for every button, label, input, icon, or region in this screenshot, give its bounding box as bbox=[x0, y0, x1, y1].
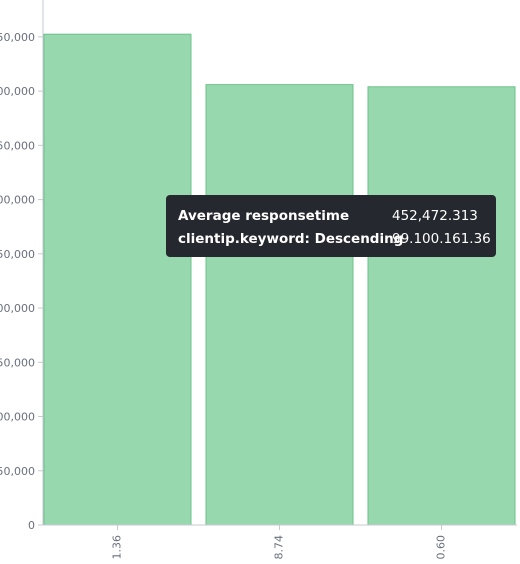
tooltip-row-metric: Average responsetime 452,472.313 bbox=[178, 205, 484, 228]
x-tick-label-0: 61.36 bbox=[111, 535, 124, 559]
y-tick-label-0: 0 bbox=[28, 519, 35, 532]
chart-tooltip: Average responsetime 452,472.313 clienti… bbox=[166, 195, 496, 257]
y-tick-label-7: 350,000 bbox=[0, 139, 35, 152]
tooltip-metric-value: 452,472.313 bbox=[392, 208, 478, 224]
y-tick-label-4: 200,000 bbox=[0, 302, 35, 315]
y-tick-label-3: 150,000 bbox=[0, 356, 35, 369]
y-tick-label-5: 250,000 bbox=[0, 248, 35, 261]
tooltip-row-term: clientip.keyword: Descending 99.100.161.… bbox=[178, 228, 491, 251]
y-tick-label-9: 450,000 bbox=[0, 31, 35, 44]
y-tick-label-6: 300,000 bbox=[0, 194, 35, 207]
tooltip-term-value: 99.100.161.36 bbox=[392, 231, 491, 247]
x-tick-label-1: 18.74 bbox=[273, 535, 286, 559]
tooltip-metric-label: Average responsetime bbox=[178, 208, 350, 224]
x-tick-label-2: 70.60 bbox=[435, 535, 448, 559]
bar-0 bbox=[43, 33, 192, 526]
bar-1 bbox=[205, 84, 354, 526]
y-tick-label-2: 100,000 bbox=[0, 411, 35, 424]
tooltip-term-label: clientip.keyword: Descending bbox=[178, 231, 404, 247]
y-tick-label-8: 400,000 bbox=[0, 85, 35, 98]
bar-2 bbox=[367, 86, 516, 526]
y-tick-label-1: 50,000 bbox=[0, 465, 35, 478]
